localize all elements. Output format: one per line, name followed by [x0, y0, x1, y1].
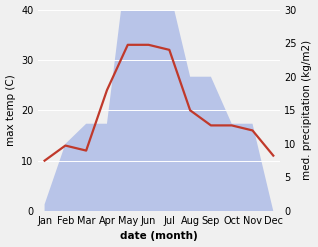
Y-axis label: med. precipitation (kg/m2): med. precipitation (kg/m2) — [302, 40, 313, 180]
X-axis label: date (month): date (month) — [120, 231, 198, 242]
Y-axis label: max temp (C): max temp (C) — [5, 74, 16, 146]
